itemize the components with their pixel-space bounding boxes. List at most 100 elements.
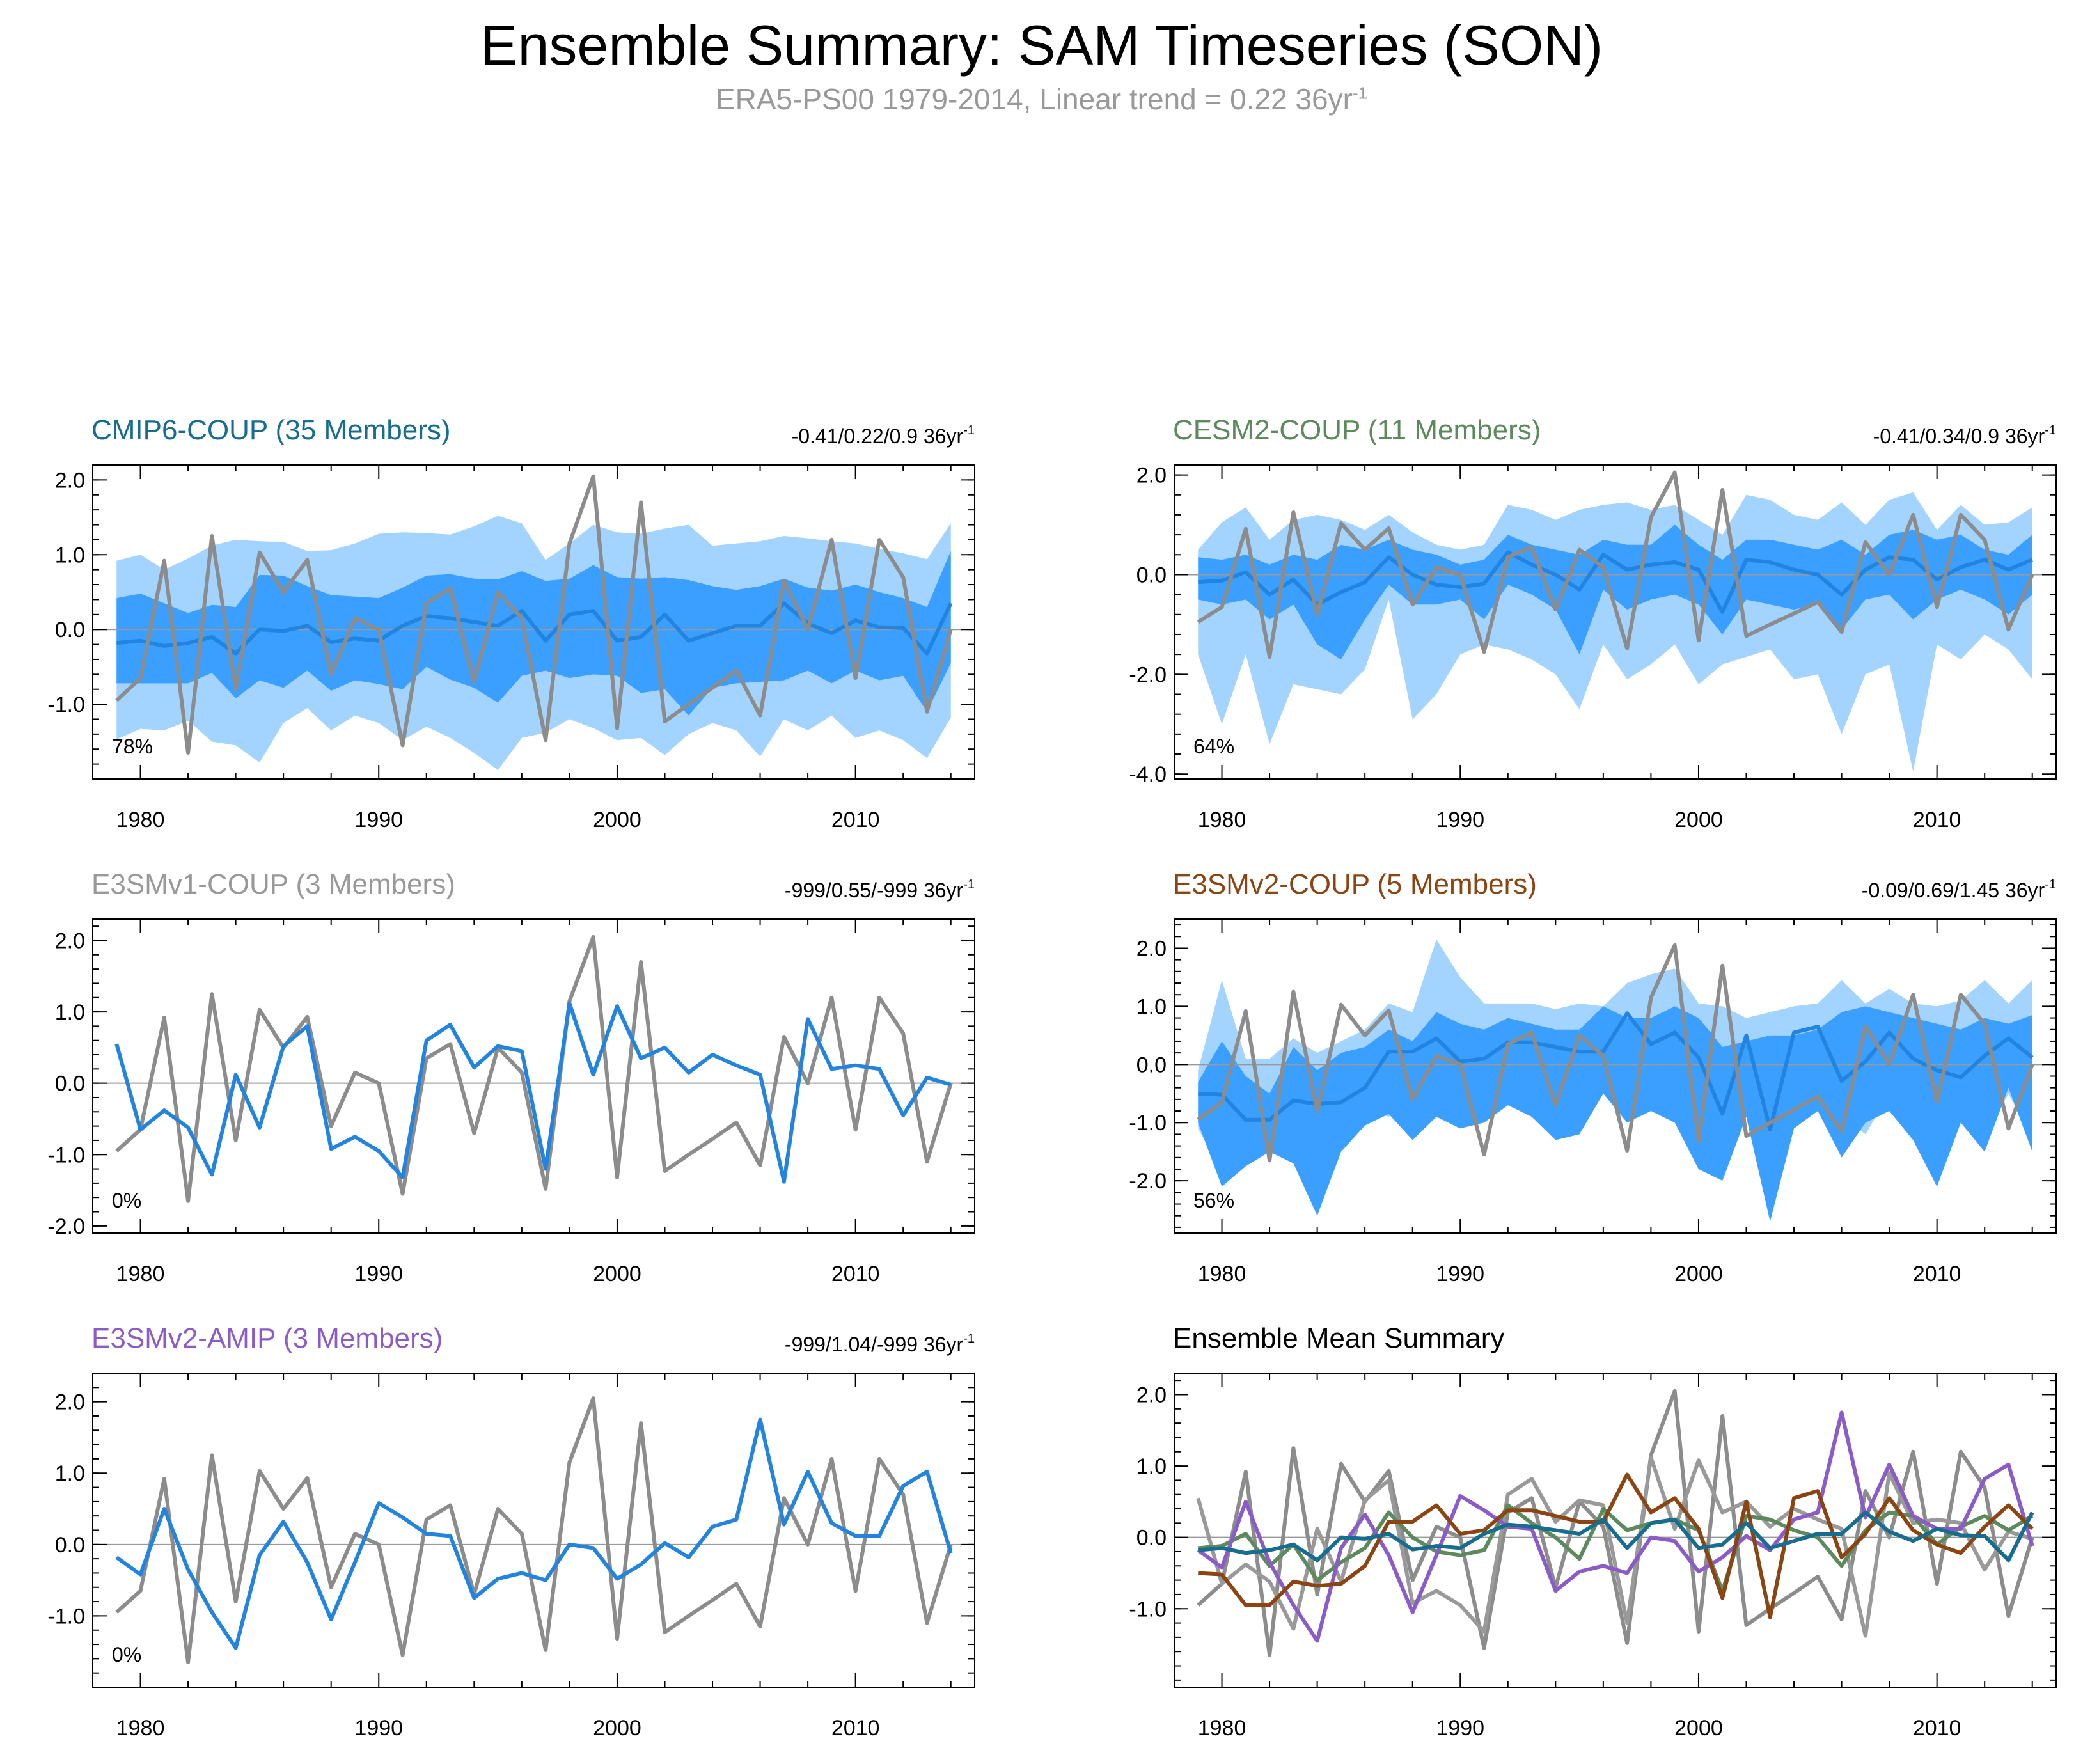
trend-superscript: -1 — [963, 423, 975, 437]
inner-spread-band — [116, 551, 951, 716]
y-tick-label: 1.0 — [55, 1000, 85, 1025]
y-tick-label: 2.0 — [1136, 1383, 1167, 1407]
y-tick-label: 0.0 — [1136, 1053, 1167, 1077]
x-tick-label: 1990 — [354, 1262, 403, 1286]
obs-line — [1197, 470, 2034, 659]
y-tick-label: 2.0 — [55, 1390, 85, 1415]
y-tick-label: 1.0 — [1136, 995, 1167, 1019]
y-tick-label: 1.0 — [55, 1461, 85, 1486]
trend-label: -999/1.04/-999 36yr-1 — [785, 1332, 975, 1356]
y-tick-label: -1.0 — [47, 1143, 85, 1167]
y-tick-label: 2.0 — [55, 468, 85, 492]
panel-summary: Ensemble Mean Summary 2.0 1.0 0.0 -1.0 1980 19… — [1129, 1323, 2057, 1740]
x-tick-label: 1980 — [1198, 1716, 1246, 1740]
trend-superscript: -1 — [963, 1332, 975, 1346]
trend-superscript: -1 — [2045, 878, 2056, 892]
x-tick-label: 1990 — [1436, 1716, 1484, 1740]
x-tick-label: 2000 — [593, 1262, 641, 1286]
x-tick-label: 1980 — [116, 1716, 165, 1740]
trend-label: -0.41/0.22/0.9 36yr-1 — [792, 423, 975, 448]
obs-line — [115, 934, 953, 1203]
series-line-e3smv2_amip — [1197, 1410, 2034, 1643]
y-tick-label: 2.0 — [55, 929, 85, 953]
percent-label: 64% — [1193, 735, 1234, 758]
trend-text: -0.41/0.34/0.9 36yr — [1873, 425, 2045, 448]
x-tick-label: 2000 — [1674, 808, 1723, 832]
plot-frame — [92, 464, 975, 780]
x-tick-label: 2000 — [1674, 1262, 1723, 1286]
panel-title: Ensemble Mean Summary — [1173, 1323, 1504, 1354]
x-tick-label: 1980 — [1198, 1262, 1246, 1286]
inner-spread-band — [1198, 1006, 2032, 1222]
x-tick-label: 1990 — [354, 1716, 403, 1740]
y-tick-label: -2.0 — [47, 1215, 85, 1239]
y-tick-label: -1.0 — [1129, 1597, 1167, 1621]
trend-label: -999/0.55/-999 36yr-1 — [785, 878, 975, 902]
obs-line — [1197, 943, 2034, 1163]
y-tick-label: 0.0 — [55, 1533, 85, 1557]
x-tick-label: 2000 — [1674, 1716, 1723, 1740]
panel-cesm2: CESM2-COUP (11 Members) -0.41/0.34/0.9 36… — [1129, 414, 2057, 832]
x-tick-label: 1980 — [116, 808, 165, 832]
x-tick-label: 2010 — [831, 1716, 880, 1740]
panel-cmip6: CMIP6-COUP (35 Members) -0.41/0.22/0.9 36… — [47, 414, 975, 832]
plot-frame — [1174, 1373, 2057, 1688]
trend-label: -0.09/0.69/1.45 36yr-1 — [1862, 878, 2056, 902]
subtitle-text: ERA5-PS00 1979-2014, Linear trend = 0.22… — [715, 83, 1353, 116]
plot-frame — [1174, 464, 2057, 780]
y-tick-label: -4.0 — [1129, 762, 1167, 787]
inner-spread-band — [1198, 524, 2032, 659]
obs-line — [1197, 1389, 2034, 1657]
ensemble-mean-line — [1198, 550, 2033, 614]
panel-title: E3SMv1-COUP (3 Members) — [91, 869, 455, 900]
obs-line — [115, 1396, 953, 1664]
ensemble-mean-line — [1198, 1011, 2034, 1132]
subtitle-superscript: -1 — [1352, 83, 1368, 103]
percent-label: 0% — [112, 1643, 141, 1666]
panel-title: CESM2-COUP (11 Members) — [1173, 414, 1541, 446]
x-tick-label: 2010 — [1913, 1262, 1961, 1286]
x-tick-label: 1990 — [354, 808, 403, 832]
plot-frame — [92, 918, 975, 1234]
x-tick-label: 2010 — [831, 808, 880, 832]
y-tick-label: -2.0 — [1129, 1169, 1167, 1193]
panel-title: E3SMv2-COUP (5 Members) — [1173, 869, 1537, 900]
x-tick-label: 1990 — [1436, 808, 1484, 832]
series-line-e3smv2_coup — [1198, 1472, 2034, 1619]
y-tick-label: 1.0 — [55, 543, 85, 567]
trend-text: -0.41/0.22/0.9 36yr — [792, 425, 964, 448]
x-tick-label: 2010 — [1913, 808, 1961, 832]
obs-line — [115, 474, 953, 755]
series-line-cmip6 — [1198, 1510, 2034, 1563]
trend-label: -0.41/0.34/0.9 36yr-1 — [1873, 423, 2056, 448]
panel-title: CMIP6-COUP (35 Members) — [91, 414, 451, 446]
y-tick-label: 1.0 — [1136, 1454, 1167, 1479]
x-tick-label: 1990 — [1436, 1262, 1484, 1286]
x-tick-label: 2000 — [593, 1716, 641, 1740]
ensemble-mean-line — [114, 1001, 952, 1184]
panel-e3smv2coup: E3SMv2-COUP (5 Members) -0.09/0.69/1.45 3… — [1129, 869, 2057, 1286]
percent-label: 56% — [1193, 1189, 1234, 1212]
x-tick-label: 2010 — [1913, 1716, 1961, 1740]
trend-superscript: -1 — [963, 878, 975, 892]
y-tick-label: -1.0 — [47, 1604, 85, 1628]
trend-text: -0.09/0.69/1.45 36yr — [1862, 879, 2045, 902]
subtitle: ERA5-PS00 1979-2014, Linear trend = 0.22… — [0, 82, 2083, 116]
y-tick-label: 0.0 — [1136, 563, 1167, 587]
y-tick-label: 0.0 — [1136, 1526, 1167, 1550]
x-tick-label: 1980 — [1198, 808, 1246, 832]
y-tick-label: -2.0 — [1129, 663, 1167, 687]
percent-label: 78% — [112, 735, 153, 758]
trend-text: -999/1.04/-999 36yr — [785, 1333, 964, 1356]
panel-e3smv1: E3SMv1-COUP (3 Members) -999/0.55/-999 36… — [47, 869, 975, 1286]
trend-text: -999/0.55/-999 36yr — [785, 879, 964, 902]
panel-e3smv2amip: E3SMv2-AMIP (3 Members) -999/1.04/-999 36… — [47, 1323, 975, 1740]
trend-superscript: -1 — [2045, 423, 2056, 437]
percent-label: 0% — [112, 1189, 141, 1212]
series-line-e3smv1 — [1196, 1455, 2033, 1638]
x-tick-label: 1980 — [116, 1262, 165, 1286]
y-tick-label: 0.0 — [55, 1072, 85, 1096]
y-tick-label: 2.0 — [1136, 464, 1167, 488]
x-tick-label: 2010 — [831, 1262, 880, 1286]
